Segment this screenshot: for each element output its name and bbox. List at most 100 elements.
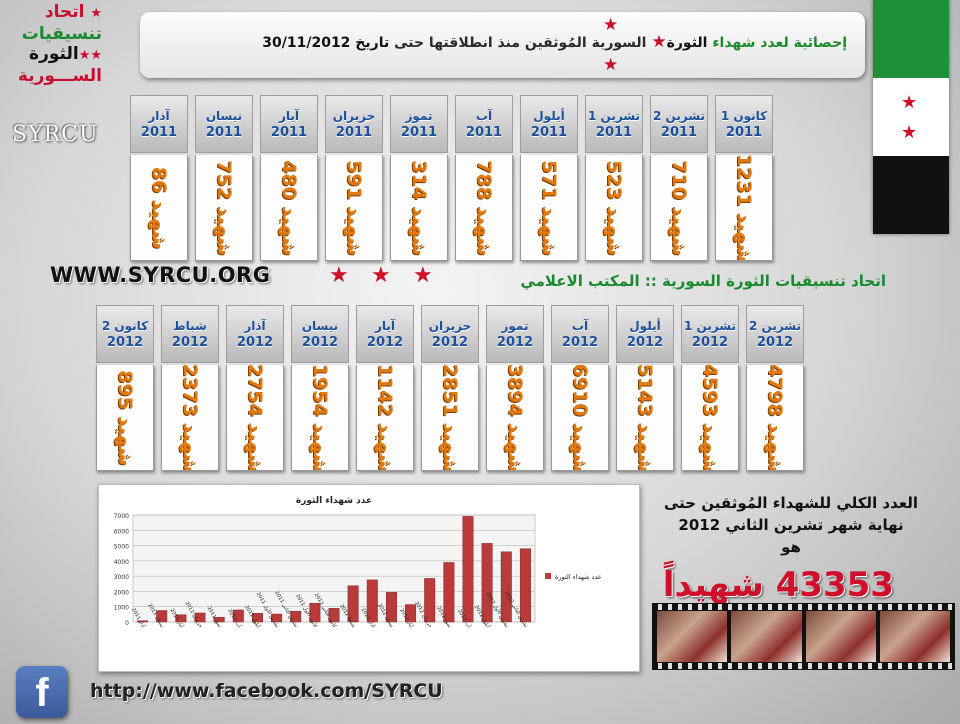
title-part-3: السورية المُوثقين منذ انطلاقتها حتى	[394, 35, 647, 51]
martyr-word: شهيد	[244, 421, 266, 471]
month-header: تموز 2011	[390, 95, 448, 153]
month-year: 2011	[400, 124, 438, 140]
chart-bar	[347, 585, 359, 623]
month-year: 2011	[595, 124, 633, 140]
title-part-1: إحصائية لعدد شهداء	[712, 35, 847, 51]
logo-line-4: الســـورية	[17, 66, 102, 86]
months-2012-row: كانون 2 2012 895شهيد شباط 2012 2373شهيد آذار 20…	[96, 305, 811, 471]
month-name: حزيران	[332, 108, 376, 123]
legend-label: عدد شهداء الثورة	[555, 573, 602, 581]
month-year: 2011	[140, 124, 178, 140]
month-header: آيار 2011	[260, 95, 318, 153]
martyr-word: شهيد	[473, 205, 495, 256]
facebook-url[interactable]: http://www.facebook.com/SYRCU	[90, 680, 443, 702]
month-header: حزيران 2011	[325, 95, 383, 153]
month-header: أيلول 2012	[616, 305, 674, 363]
syrcu-logo: ★ اتحاد تنسيقيات ★★الثورة الســـورية	[2, 2, 102, 90]
month-count: 523	[603, 159, 625, 200]
total-line-1: العدد الكلي للشهداء المُوثقين حتى	[663, 494, 919, 512]
month-name: آب	[475, 108, 493, 123]
month-count: 314	[408, 159, 430, 200]
month-header: آب 2012	[551, 305, 609, 363]
brand-text: SYRCU	[12, 122, 99, 147]
month-count-cell: 571 شهيد	[520, 155, 578, 261]
title-date: 30/11/2012	[262, 35, 351, 51]
month-header: تشرين 2 2011	[650, 95, 708, 153]
month-year: 2011	[335, 124, 373, 140]
chart-title: عدد شهداء الثورة	[296, 496, 372, 506]
martyr-word: شهيد	[733, 211, 755, 261]
month-year: 2012	[171, 334, 209, 350]
star-icon: ★	[603, 55, 619, 75]
chart-bar	[194, 612, 206, 623]
month-year: 2011	[270, 124, 308, 140]
month-count-cell: 4798 شهيد	[746, 365, 804, 471]
month-name: تشرين 1	[587, 108, 641, 123]
month-count-cell: 2851 شهيد	[421, 365, 479, 471]
month-column: تشرين 1 2012 4593شهيد	[681, 305, 739, 471]
month-count: 1142	[374, 365, 396, 416]
facebook-icon[interactable]: f	[16, 666, 68, 718]
month-count-cell: 480 شهيد	[260, 155, 318, 261]
month-count: 2851	[439, 365, 461, 416]
month-header: حزيران 2012	[421, 305, 479, 363]
month-column: آذار 2011 86 شهيد	[130, 95, 188, 261]
month-count: 86	[148, 166, 170, 193]
chart-bar	[481, 543, 493, 623]
month-count: 4593	[699, 365, 721, 416]
martyr-word: شهيد	[179, 421, 201, 471]
month-year: 2012	[431, 334, 469, 350]
month-header: أيلول 2011	[520, 95, 578, 153]
month-header: نيسان 2011	[195, 95, 253, 153]
month-name: تشرين 2	[748, 318, 802, 333]
month-year: 2012	[236, 334, 274, 350]
photo-frame	[657, 611, 728, 662]
star-icon: ★	[413, 263, 433, 288]
chart-bar	[175, 614, 187, 623]
month-count-cell: 1231 شهيد	[715, 155, 773, 261]
month-year: 2011	[725, 124, 763, 140]
chart-bar	[213, 617, 225, 623]
month-year: 2012	[561, 334, 599, 350]
chart-bar	[251, 613, 263, 623]
month-name: آب	[571, 318, 589, 333]
chart-canvas: عدد شهداء الثورة 0 1000 2000 3000 4000 5000 600…	[114, 496, 602, 630]
martyr-word: شهيد	[114, 415, 136, 466]
month-count-cell: 5143 شهيد	[616, 365, 674, 471]
month-year: 2012	[301, 334, 339, 350]
month-header: تشرين 1 2012	[681, 305, 739, 363]
y-tick-label: 4000	[114, 559, 129, 566]
total-line-2: نهاية شهر تشرين الثاني 2012	[678, 516, 904, 534]
martyr-word: شهيد	[634, 421, 656, 471]
month-header: آذار 2011	[130, 95, 188, 153]
month-year: 2012	[756, 334, 794, 350]
month-count: 710	[668, 159, 690, 200]
photo-frame	[805, 611, 876, 662]
month-year: 2011	[465, 124, 503, 140]
y-tick-label: 1000	[114, 605, 129, 612]
months-2011-row: آذار 2011 86شهيد نيسان 2011 752شهيد آيار 2011 48…	[130, 95, 780, 261]
website-link[interactable]: WWW.SYRCU.ORG	[50, 263, 271, 287]
chart-bar	[519, 548, 531, 623]
month-column: كانون 2 2012 895 شهيد	[96, 305, 154, 471]
month-column: أيلول 2012 5143 شهيد	[616, 305, 674, 471]
media-office-label: اتحاد تنسيقيات الثورة السورية :: المكتب …	[520, 272, 886, 290]
martyr-word: شهيد	[439, 421, 461, 471]
month-column: تموز 2012 3894شهيد	[486, 305, 544, 471]
martyr-word: شهيد	[343, 205, 365, 256]
total-line-3: هو	[781, 538, 801, 556]
chart-bar	[309, 602, 321, 623]
month-year: 2012	[691, 334, 729, 350]
chart-bar	[232, 609, 244, 623]
month-header: تشرين 2 2012	[746, 305, 804, 363]
photo-frame	[731, 611, 802, 662]
month-name: أيلول	[629, 318, 661, 333]
month-count-cell: 523 شهيد	[585, 155, 643, 261]
y-tick-label: 7000	[114, 513, 129, 520]
month-count: 5143	[634, 365, 656, 416]
chart-bar	[137, 620, 149, 623]
star-icon: ★	[329, 263, 349, 288]
month-count-cell: 4593 شهيد	[681, 365, 739, 471]
month-column: آيار 2012 1142شهيد	[356, 305, 414, 471]
month-year: 2011	[205, 124, 243, 140]
